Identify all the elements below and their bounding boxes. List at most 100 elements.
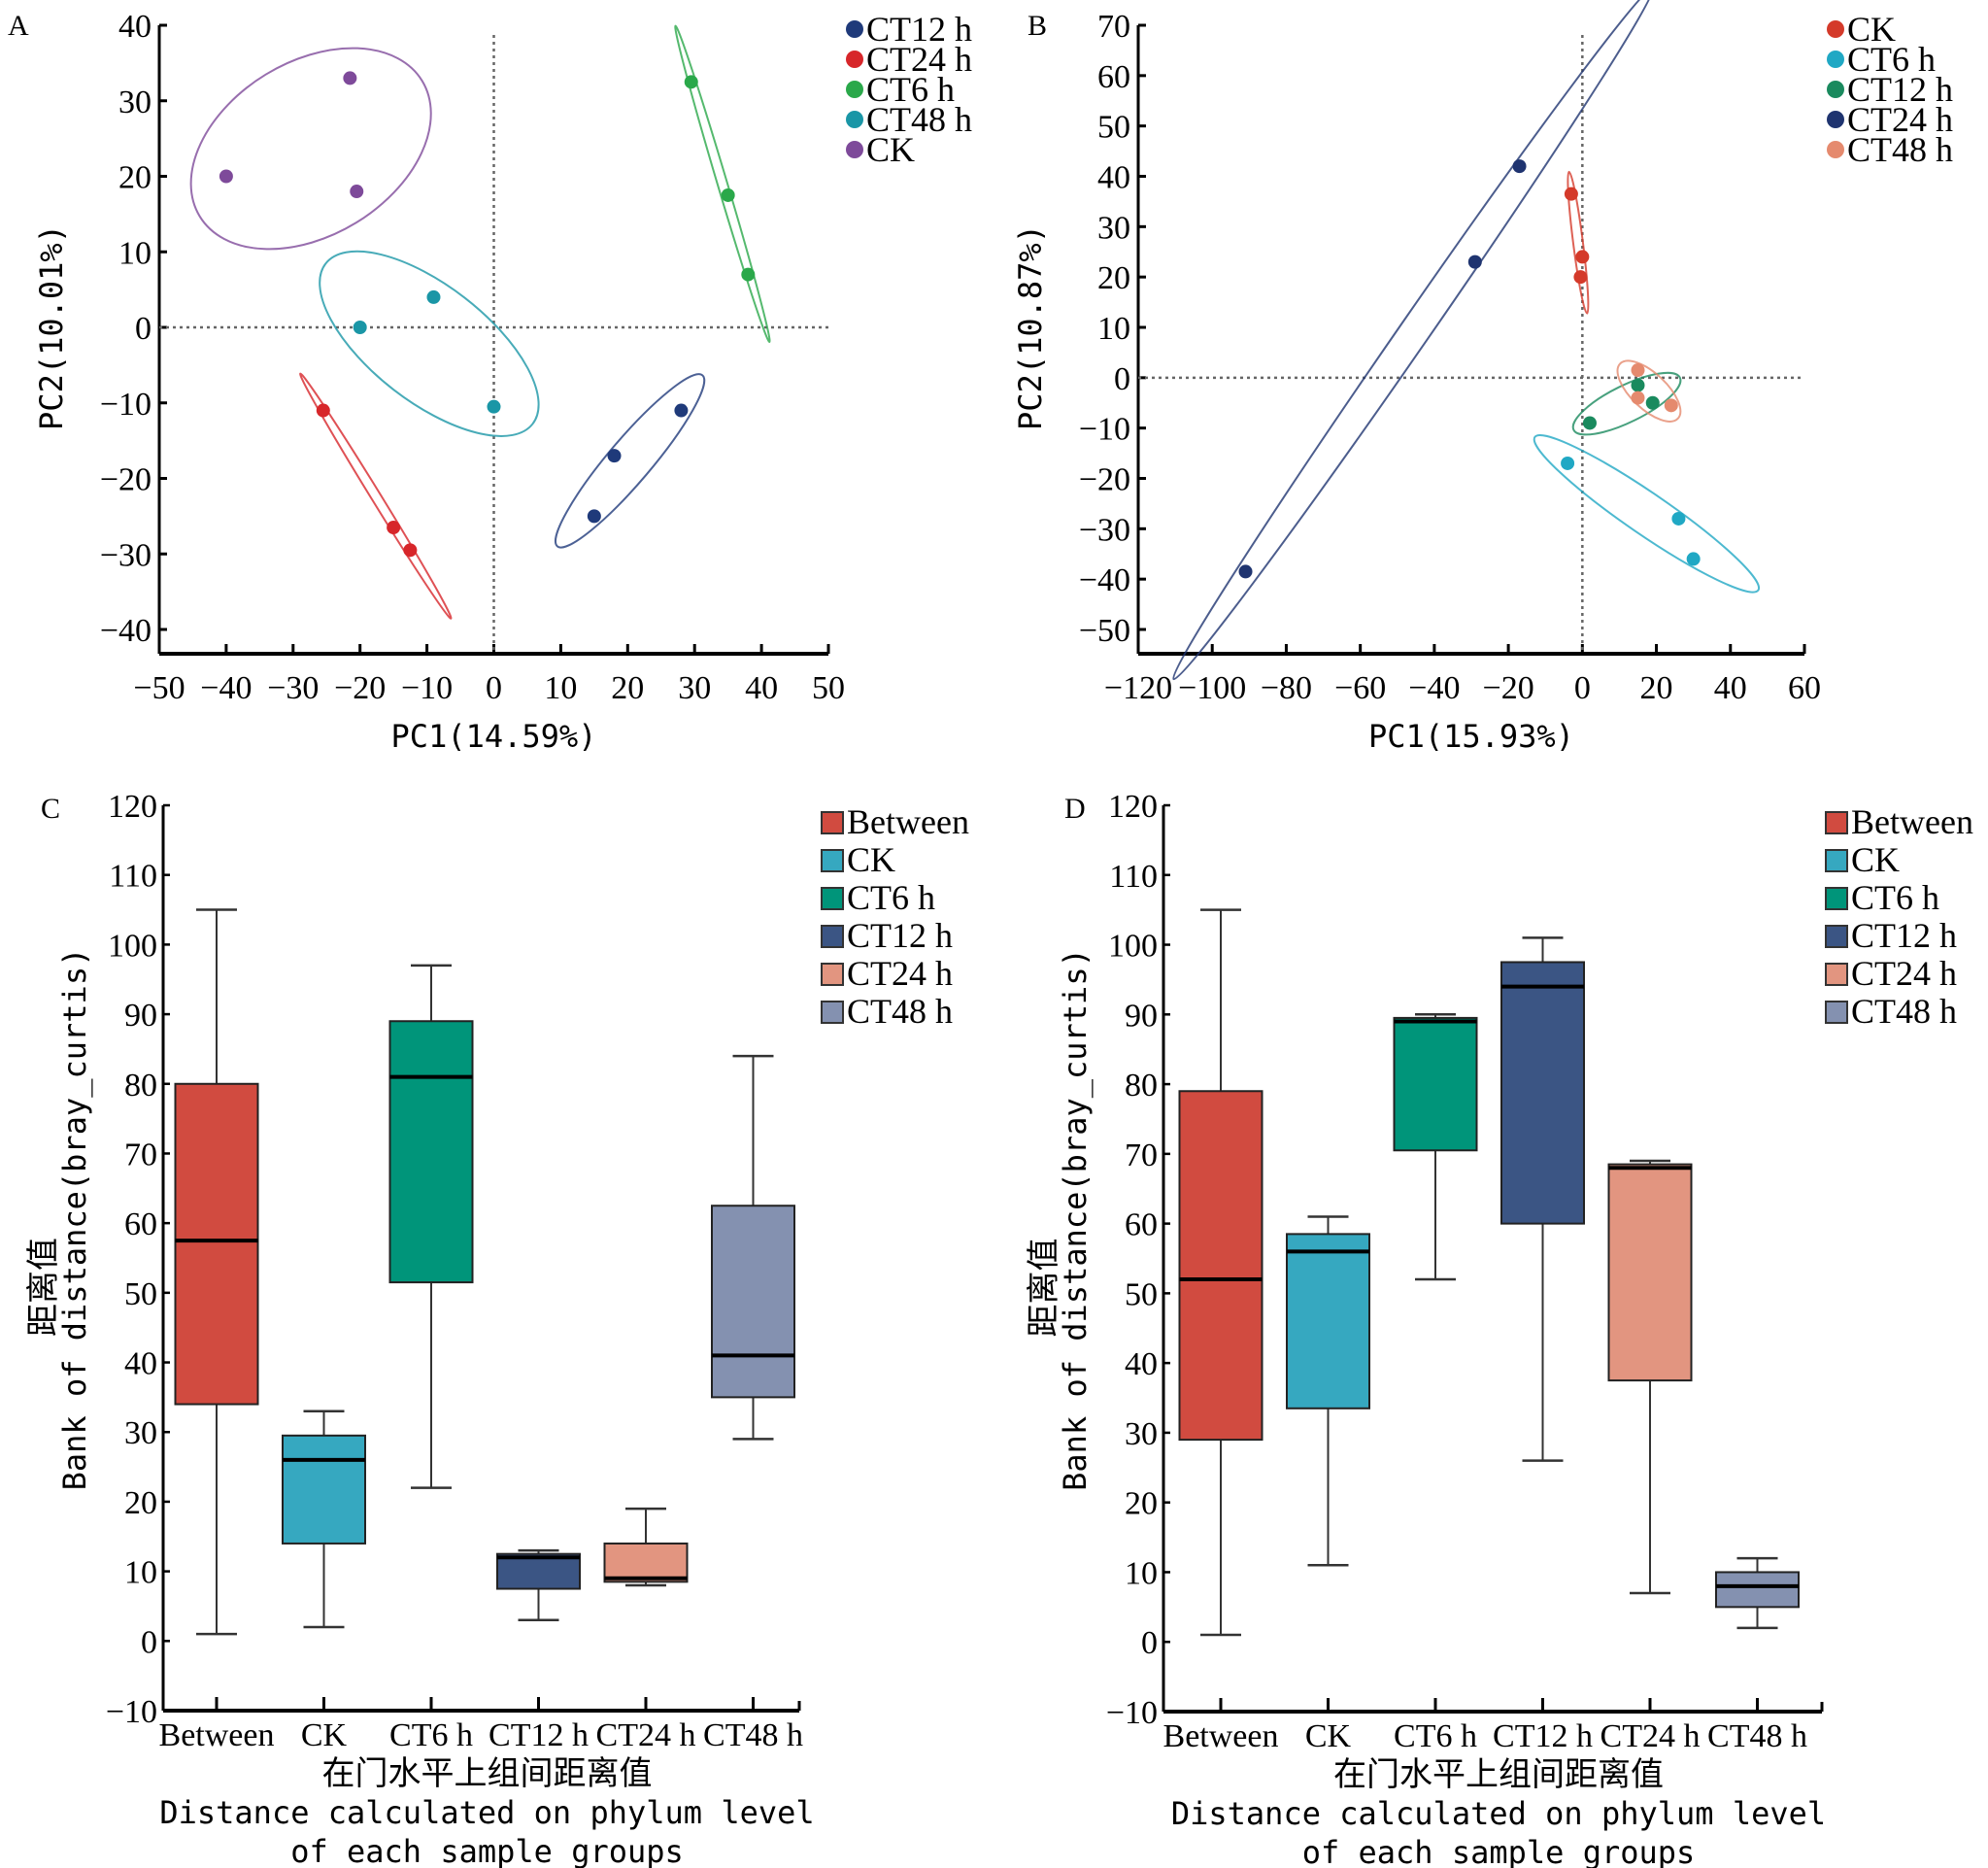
box-between [174, 908, 259, 1636]
x-tick-label: −40 [200, 670, 252, 706]
series-ck [189, 47, 432, 251]
data-point [684, 75, 698, 89]
data-point [1631, 363, 1645, 378]
data-point [607, 449, 622, 463]
data-point [1631, 378, 1645, 392]
series-ct48-h [1616, 359, 1682, 423]
legend-marker [1827, 20, 1844, 38]
x-tick-label: 20 [1640, 670, 1673, 706]
box-ct24-h [603, 1507, 689, 1587]
legend-label: CT48 h [1847, 130, 1953, 169]
data-point [721, 187, 735, 202]
legend-label: CT48 h [866, 100, 972, 139]
y-tick-label: 0 [1141, 1625, 1158, 1661]
x-tick-label: −80 [1261, 670, 1312, 706]
x-tick-label: CT24 h [1601, 1718, 1701, 1754]
y-tick-label: 100 [108, 928, 157, 964]
legend-label: CK [866, 130, 915, 169]
box-between [1178, 908, 1264, 1637]
box-ct48-h [1715, 1556, 1800, 1630]
y-tick-label: 90 [1125, 998, 1158, 1034]
iqr-box [1178, 1090, 1264, 1442]
legend-swatch [1825, 887, 1848, 910]
series-ct6-h [674, 24, 771, 343]
x-tick-label: −100 [1178, 670, 1246, 706]
y-tick-label: 80 [124, 1068, 157, 1104]
confidence-ellipse [299, 372, 453, 620]
iqr-box [1607, 1163, 1693, 1382]
x-tick-label: 30 [678, 670, 711, 706]
legend-marker [1827, 111, 1844, 128]
iqr-box [1393, 1016, 1478, 1152]
data-point [387, 521, 401, 535]
y-axis-title-cn: 距离值 [24, 1238, 63, 1337]
y-tick-label: 30 [1097, 210, 1130, 246]
x-tick-label: 20 [611, 670, 644, 706]
x-axis-title-en-line1: Distance calculated on phylum level [159, 1794, 814, 1831]
box-ct12-h [1500, 936, 1585, 1462]
legend-label: CT12 h [1847, 70, 1953, 109]
data-point [674, 403, 689, 418]
y-tick-label: 110 [109, 859, 157, 895]
data-point [1582, 416, 1597, 430]
x-tick-label: CT48 h [703, 1717, 803, 1753]
legend-label: CK [1851, 840, 1900, 879]
y-tick-label: 120 [1108, 789, 1158, 825]
x-tick-label: CK [1305, 1718, 1352, 1754]
iqr-box [603, 1542, 689, 1583]
confidence-ellipse [1571, 371, 1682, 436]
x-tick-label: CT24 h [596, 1717, 696, 1753]
y-tick-label: 40 [124, 1346, 157, 1382]
confidence-ellipse [1567, 170, 1590, 315]
x-tick-label: CT6 h [389, 1717, 473, 1753]
iqr-box [1715, 1571, 1800, 1609]
panel-label: A [8, 10, 29, 42]
y-tick-label: 10 [1097, 311, 1130, 347]
x-tick-label: −10 [401, 670, 453, 706]
y-tick-label: 10 [118, 235, 152, 271]
y-tick-label: 80 [1125, 1068, 1158, 1104]
y-tick-label: 60 [1097, 59, 1130, 95]
data-point [1573, 270, 1588, 285]
legend-label: CT12 h [866, 10, 972, 49]
x-tick-label: CT12 h [489, 1717, 589, 1753]
x-tick-label: 60 [1788, 670, 1821, 706]
box-ck [282, 1409, 366, 1629]
y-tick-label: 30 [118, 85, 152, 120]
y-axis-title-en: Bank of distance(bray_curtis) [1057, 948, 1094, 1491]
series-ct12-h [555, 373, 706, 549]
data-point [316, 403, 330, 418]
legend-swatch [821, 811, 844, 834]
data-point [587, 509, 601, 524]
data-point [403, 543, 418, 558]
legend-label: CT24 h [847, 954, 953, 993]
y-tick-label: 100 [1108, 929, 1158, 965]
iqr-box [282, 1434, 366, 1545]
y-tick-label: −10 [1106, 1695, 1158, 1731]
y-axis-title-en: Bank of distance(bray_curtis) [56, 948, 93, 1491]
x-tick-label: 10 [544, 670, 577, 706]
data-point [1671, 511, 1686, 526]
panel-label: C [41, 793, 60, 825]
series-ct6-h [1533, 434, 1761, 594]
x-tick-label: −40 [1408, 670, 1460, 706]
y-tick-label: 40 [1125, 1346, 1158, 1382]
legend-swatch [1825, 811, 1848, 834]
legend-swatch [821, 963, 844, 986]
legend-swatch [1825, 963, 1848, 986]
x-tick-label: Between [159, 1717, 275, 1753]
iqr-box [1500, 961, 1585, 1225]
confidence-ellipse [1616, 359, 1682, 423]
data-point [219, 169, 233, 184]
legend-marker [846, 141, 863, 158]
y-tick-label: 30 [1125, 1416, 1158, 1452]
y-axis-title-cn: 距离值 [1025, 1239, 1063, 1338]
legend-label: Between [1851, 802, 1973, 841]
panel-label: B [1028, 10, 1047, 42]
y-tick-label: −40 [1079, 562, 1130, 598]
iqr-box [496, 1552, 581, 1590]
data-point [1564, 187, 1578, 201]
box-ck [1286, 1215, 1370, 1567]
